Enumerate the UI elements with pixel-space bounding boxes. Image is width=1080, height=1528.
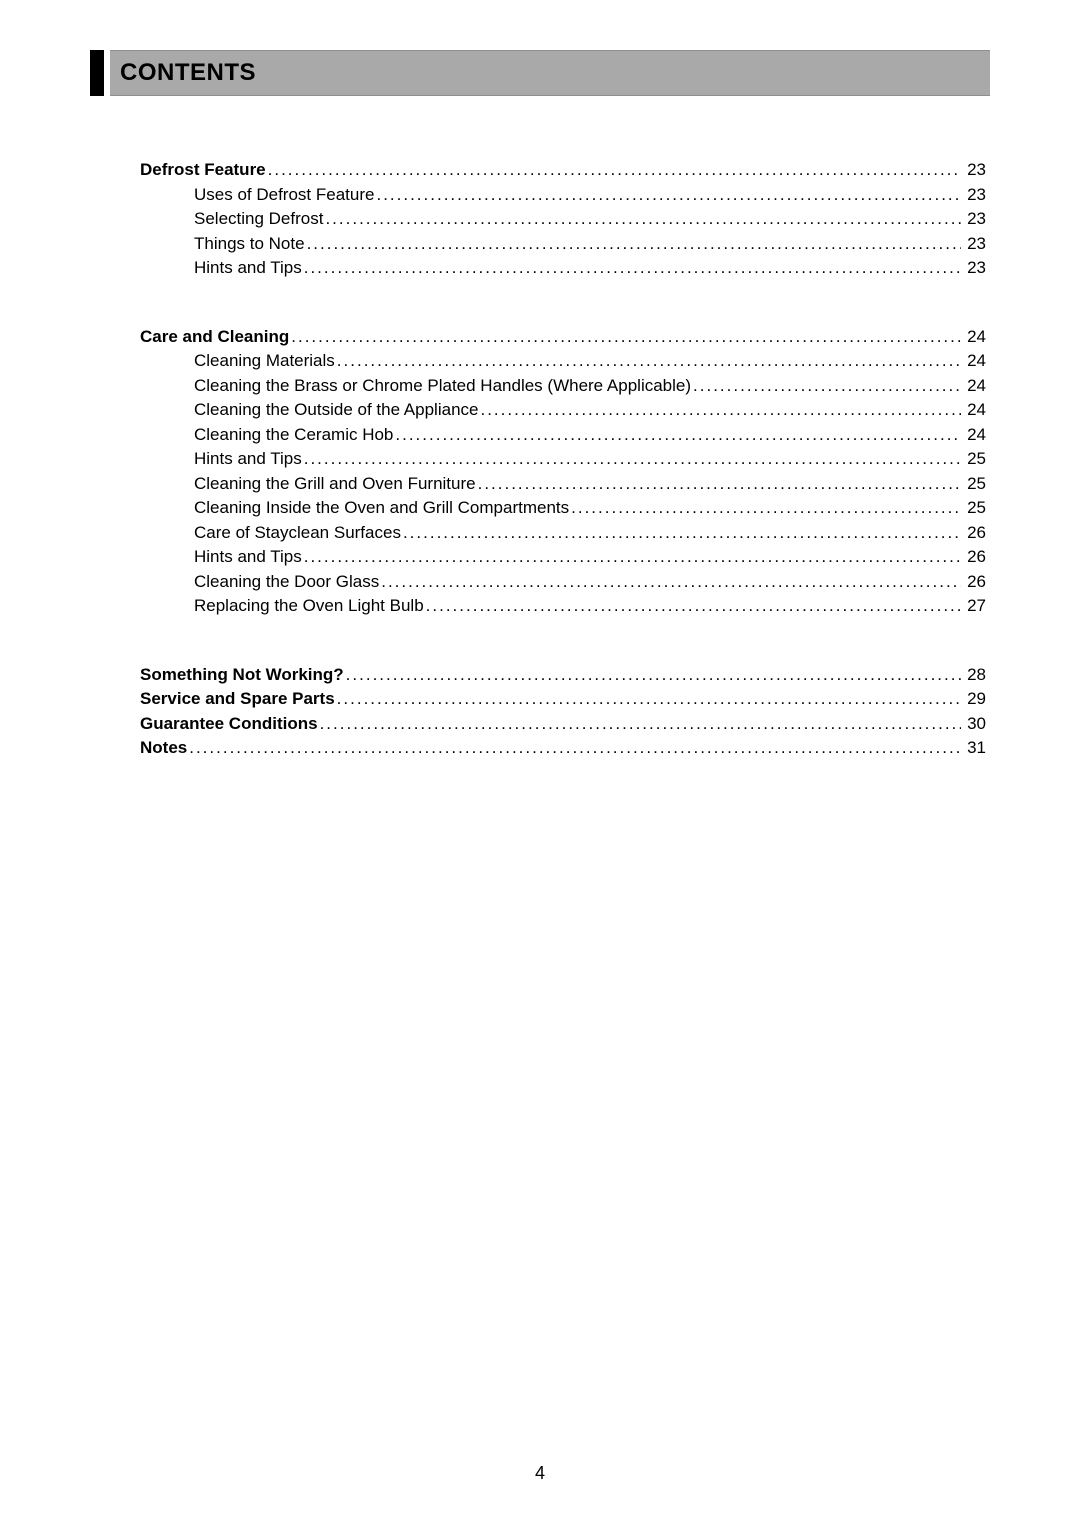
toc-label: Notes [140, 736, 187, 761]
toc-row: Cleaning the Grill and Oven Furniture 25 [140, 472, 986, 497]
toc-page: 24 [961, 349, 986, 374]
toc-label: Hints and Tips [194, 447, 302, 472]
toc-page: 26 [961, 570, 986, 595]
dot-leader [289, 325, 961, 350]
toc-row: Notes 31 [140, 736, 986, 761]
toc-label: Care of Stayclean Surfaces [194, 521, 401, 546]
dot-leader [379, 570, 961, 595]
dot-leader [393, 423, 961, 448]
toc-label: Cleaning Inside the Oven and Grill Compa… [194, 496, 569, 521]
toc-label: Defrost Feature [140, 158, 266, 183]
toc-label: Cleaning Materials [194, 349, 335, 374]
toc-label: Cleaning the Door Glass [194, 570, 379, 595]
toc-row: Hints and Tips 25 [140, 447, 986, 472]
toc-row: Selecting Defrost 23 [140, 207, 986, 232]
toc-page: 24 [961, 374, 986, 399]
dot-leader [335, 687, 961, 712]
dot-leader [318, 712, 962, 737]
toc-group: Something Not Working? 28 Service and Sp… [140, 663, 986, 761]
toc-page: 26 [961, 545, 986, 570]
toc-page: 24 [961, 423, 986, 448]
toc-label: Things to Note [194, 232, 305, 257]
toc-page: 30 [961, 712, 986, 737]
toc-label: Cleaning the Brass or Chrome Plated Hand… [194, 374, 691, 399]
dot-leader [424, 594, 961, 619]
dot-leader [691, 374, 961, 399]
toc-label: Selecting Defrost [194, 207, 323, 232]
dot-leader [305, 232, 962, 257]
toc-page: 23 [961, 158, 986, 183]
toc-page: 31 [961, 736, 986, 761]
header-bar: CONTENTS [90, 50, 990, 96]
toc-row: Uses of Defrost Feature 23 [140, 183, 986, 208]
dot-leader [187, 736, 961, 761]
toc-page: 25 [961, 447, 986, 472]
dot-leader [401, 521, 961, 546]
toc-label: Cleaning the Ceramic Hob [194, 423, 393, 448]
page-number: 4 [0, 1463, 1080, 1484]
toc-label: Hints and Tips [194, 545, 302, 570]
table-of-contents: Defrost Feature 23 Uses of Defrost Featu… [90, 158, 990, 761]
header-main: CONTENTS [110, 50, 990, 96]
toc-page: 26 [961, 521, 986, 546]
toc-row: Care of Stayclean Surfaces 26 [140, 521, 986, 546]
dot-leader [323, 207, 961, 232]
dot-leader [344, 663, 961, 688]
toc-label: Replacing the Oven Light Bulb [194, 594, 424, 619]
toc-page: 29 [961, 687, 986, 712]
toc-row: Defrost Feature 23 [140, 158, 986, 183]
dot-leader [266, 158, 961, 183]
toc-label: Care and Cleaning [140, 325, 289, 350]
toc-page: 25 [961, 496, 986, 521]
toc-page: 23 [961, 183, 986, 208]
dot-leader [476, 472, 961, 497]
toc-row: Service and Spare Parts 29 [140, 687, 986, 712]
toc-page: 23 [961, 207, 986, 232]
toc-row: Things to Note 23 [140, 232, 986, 257]
dot-leader [569, 496, 961, 521]
dot-leader [478, 398, 961, 423]
toc-page: 24 [961, 398, 986, 423]
toc-label: Hints and Tips [194, 256, 302, 281]
toc-row: Care and Cleaning 24 [140, 325, 986, 350]
toc-page: 28 [961, 663, 986, 688]
dot-leader [335, 349, 961, 374]
dot-leader [374, 183, 961, 208]
toc-row: Guarantee Conditions 30 [140, 712, 986, 737]
toc-label: Service and Spare Parts [140, 687, 335, 712]
dot-leader [302, 256, 961, 281]
dot-leader [302, 545, 961, 570]
toc-row: Cleaning the Brass or Chrome Plated Hand… [140, 374, 986, 399]
toc-group: Care and Cleaning 24 Cleaning Materials … [140, 325, 986, 619]
toc-label: Guarantee Conditions [140, 712, 318, 737]
toc-page: 23 [961, 232, 986, 257]
toc-row: Replacing the Oven Light Bulb 27 [140, 594, 986, 619]
toc-page: 27 [961, 594, 986, 619]
page: CONTENTS Defrost Feature 23 Uses of Defr… [0, 0, 1080, 1528]
toc-row: Hints and Tips 23 [140, 256, 986, 281]
toc-label: Cleaning the Grill and Oven Furniture [194, 472, 476, 497]
toc-row: Something Not Working? 28 [140, 663, 986, 688]
toc-label: Uses of Defrost Feature [194, 183, 374, 208]
toc-label: Something Not Working? [140, 663, 344, 688]
toc-row: Hints and Tips 26 [140, 545, 986, 570]
toc-row: Cleaning the Outside of the Appliance 24 [140, 398, 986, 423]
toc-group: Defrost Feature 23 Uses of Defrost Featu… [140, 158, 986, 281]
toc-row: Cleaning Inside the Oven and Grill Compa… [140, 496, 986, 521]
header-accent [90, 50, 104, 96]
page-title: CONTENTS [120, 59, 256, 87]
toc-label: Cleaning the Outside of the Appliance [194, 398, 478, 423]
toc-row: Cleaning the Ceramic Hob 24 [140, 423, 986, 448]
toc-page: 25 [961, 472, 986, 497]
toc-row: Cleaning Materials 24 [140, 349, 986, 374]
toc-page: 24 [961, 325, 986, 350]
toc-page: 23 [961, 256, 986, 281]
toc-row: Cleaning the Door Glass 26 [140, 570, 986, 595]
dot-leader [302, 447, 961, 472]
